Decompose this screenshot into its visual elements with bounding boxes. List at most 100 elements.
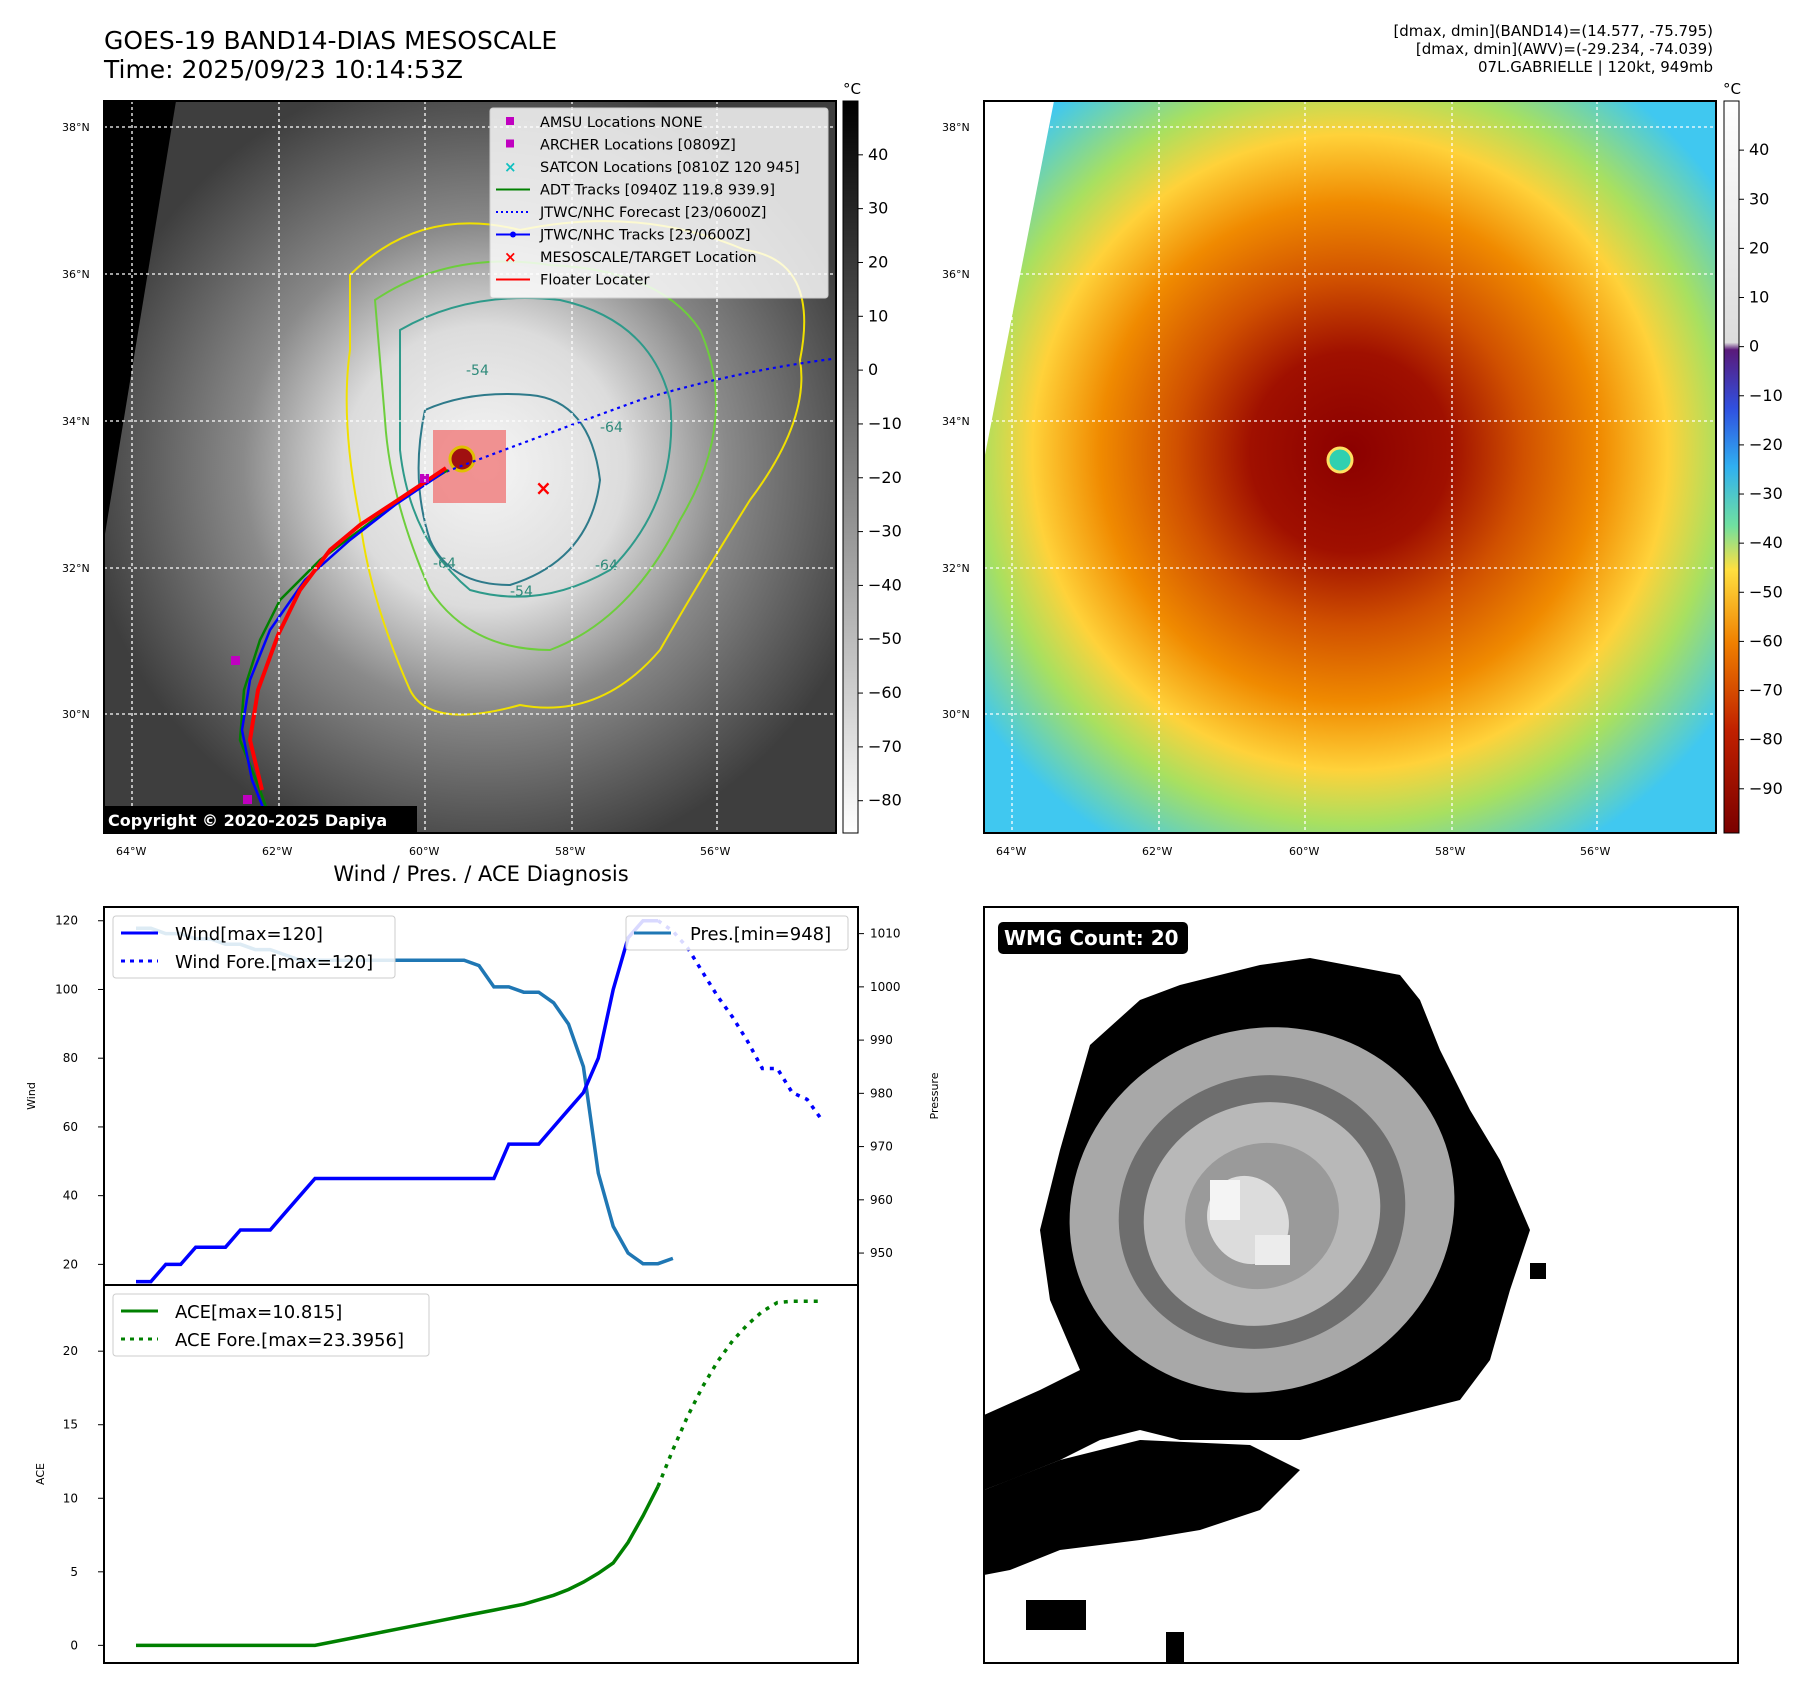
axis-tick-label: 980 [870,1086,893,1100]
colorbar-tick-label: −40 [1749,533,1783,552]
axis-tick-label: 60 [63,1120,78,1134]
title-line-time: Time: 2025/09/23 10:14:53Z [104,55,463,84]
axis-tick-label: 120 [55,914,78,928]
axis-tick-label: 950 [870,1246,893,1260]
colorbar-unit: °C [1723,80,1741,98]
map-legend: AMSU Locations NONE ARCHER Locations [080… [489,107,829,299]
legend-item: ARCHER Locations [0809Z] [506,138,736,154]
axis-tick-label: 5 [70,1565,78,1579]
axis-tick-label: 100 [55,982,78,996]
archer-marker [231,656,240,665]
contour-label: -54 [510,584,533,600]
ir-map-frame [103,100,837,834]
colorbar-tick-label: −10 [868,414,902,433]
axis-tick-label: 0 [70,1638,78,1652]
colorbar-tick-label: −60 [868,683,902,702]
wind-axis-label: Wind [25,1082,38,1110]
contour-label: -64 [600,420,623,436]
axis-tick-label: 1000 [870,980,901,994]
ir-colorbar: °C 40 30 20 10 0 −10 −20 −30 −40 −50 −60 −70 −80 [842,80,902,834]
contour-labels: -54 -64 -54 -64 -64 [433,363,623,600]
lon-label: 64°W [996,845,1026,858]
legend-label: ARCHER Locations [0809Z] [540,138,736,154]
axis-tick-label: 1010 [870,927,901,941]
lon-label: 58°W [555,845,585,858]
copyright-box [104,806,417,833]
colorbar-tick-label: 10 [868,306,888,325]
colorbar-tick-label: −10 [1749,386,1783,405]
legend-ace-fore: ACE Fore.[max=23.3956] [175,1330,404,1351]
legend-marker [506,117,514,125]
info-band14-range: [dmax, dmin](BAND14)=(14.577, -75.795) [1393,22,1713,40]
legend-item: AMSU Locations NONE [506,115,703,131]
colorbar-tick-label: 0 [1749,337,1759,356]
legend-label: JTWC/NHC Tracks [23/0600Z] [539,228,751,244]
axis-tick-label: 15 [63,1418,78,1432]
pressure-axis-label: Pressure [928,1072,941,1119]
legend-ace: ACE[max=10.815] [175,1302,342,1323]
colorbar-tick-label: −70 [868,737,902,756]
wmg-image [984,958,1546,1663]
colorbar-tick-label: −50 [868,629,902,648]
chart-title: GOES-19 BAND14-DIAS MESOSCALE Time: 2025… [104,26,557,84]
colorbar-tick-label: 40 [868,145,888,164]
lat-label: 34°N [62,415,90,428]
colorbar-tick-label: −20 [868,468,902,487]
awv-eye [1326,446,1354,474]
legend-label: Floater Locater [540,273,649,289]
lat-label: 36°N [942,268,970,281]
colorbar-tick-label: −40 [868,575,902,594]
eye-marker [448,445,476,473]
awv-gridlines [984,101,1716,833]
archer-marker [420,474,429,483]
ir-axis-labels: 38°N 36°N 34°N 32°N 30°N 64°W 62°W 60°W … [62,121,730,858]
lon-label: 64°W [116,845,146,858]
colorbar-tick-label: −80 [1749,730,1783,749]
legend-item: × SATCON Locations [0810Z 120 945] [504,158,799,176]
axis-tick-label: 970 [870,1140,893,1154]
lat-label: 30°N [942,708,970,721]
floater-track [247,466,448,791]
lon-label: 56°W [1580,845,1610,858]
legend-label: AMSU Locations NONE [540,115,703,131]
legend-label: JTWC/NHC Forecast [23/0600Z] [539,205,766,221]
legend-item: JTWC/NHC Forecast [23/0600Z] [496,205,766,221]
colorbar-tick-label: −70 [1749,681,1783,700]
lon-label: 58°W [1435,845,1465,858]
wmg-panel: WMG Count: 20 [983,906,1739,1664]
legend-marker: × [504,248,517,266]
awv-colorbar: °C 40 30 20 10 0 −10 −20 −30 −40 −50 −60 −70 −80 −90 [1723,80,1783,834]
legend-item: ADT Tracks [0940Z 119.8 939.9] [496,183,775,199]
archer-marker [243,795,252,804]
colorbar-tick-label: −20 [1749,435,1783,454]
awv-map-frame [983,100,1717,834]
lat-label: 38°N [942,121,970,134]
colorbar-unit: °C [843,80,861,98]
legend-marker [506,139,514,148]
contour-label: -64 [595,558,618,574]
lat-label: 34°N [942,415,970,428]
copyright-text: Copyright © 2020-2025 Dapiya [108,811,387,830]
colorbar-tick-label: 30 [868,199,888,218]
legend-label: SATCON Locations [0810Z 120 945] [540,160,799,176]
wmg-count: WMG Count: 20 [1004,926,1179,950]
lon-label: 60°W [1289,845,1319,858]
wind-pressure-panel: 20 40 60 80 100 120 950 960 970 980 990 1000 1010 W… [25,906,941,1286]
contour-label: -54 [466,363,489,379]
series-line-ace [136,1485,660,1648]
lat-label: 30°N [62,708,90,721]
legend-item: × MESOSCALE/TARGET Location [504,248,757,266]
awv-map-panel [983,100,1717,834]
lat-label: 32°N [62,562,90,575]
colorbar-tick-label: 10 [1749,288,1769,307]
lat-label: 38°N [62,121,90,134]
legend-item: JTWC/NHC Tracks [23/0600Z] [496,228,751,244]
wmg-count-badge [998,922,1188,954]
contour-label: -64 [433,556,456,572]
legend-label: ADT Tracks [0940Z 119.8 939.9] [540,183,775,199]
jtwc-track [240,470,445,821]
ir-nodata-region [104,101,176,540]
info-awv-range: [dmax, dmin](AWV)=(-29.234, -74.039) [1415,40,1713,58]
colorbar-tick-label: 20 [1749,238,1769,257]
colorbar-tick-label: −30 [868,522,902,541]
